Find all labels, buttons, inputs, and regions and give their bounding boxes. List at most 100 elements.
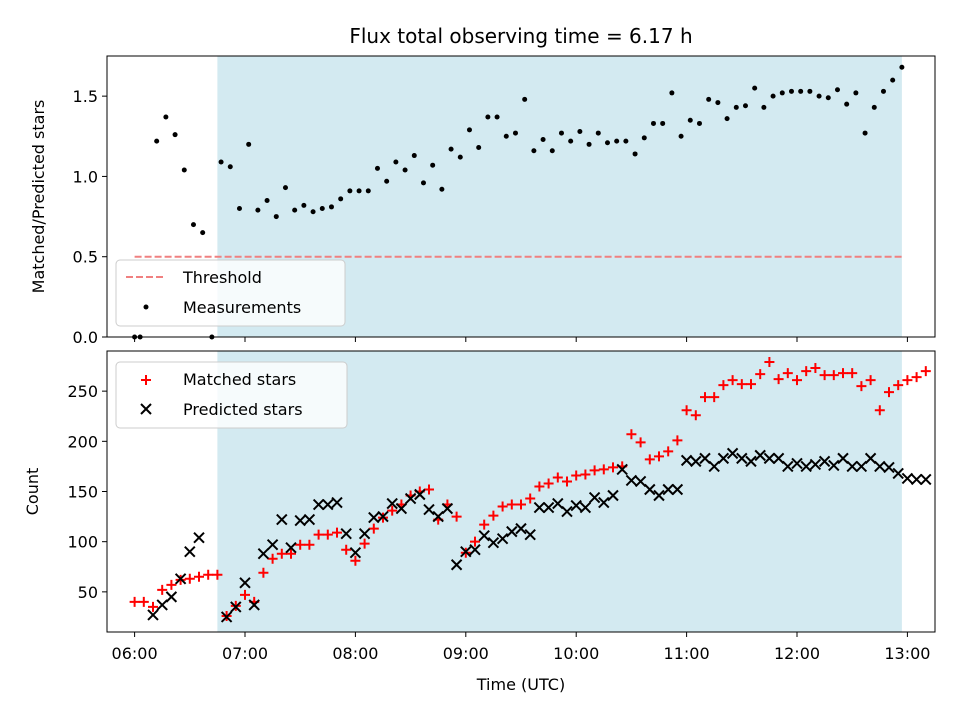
data-point <box>533 501 546 514</box>
data-point <box>800 460 812 473</box>
data-point <box>561 505 573 518</box>
data-point <box>764 357 775 368</box>
data-point <box>349 547 362 559</box>
data-point <box>282 185 288 191</box>
data-point <box>331 496 343 509</box>
data-point <box>623 138 629 144</box>
y-tick-label: 100 <box>67 533 98 552</box>
data-point <box>239 577 251 589</box>
data-point <box>818 455 831 468</box>
data-point <box>844 101 850 107</box>
data-point <box>571 470 582 481</box>
data-point <box>301 202 307 208</box>
data-point <box>715 100 721 106</box>
data-point <box>681 405 692 416</box>
data-point <box>773 374 784 385</box>
data-point <box>816 93 822 99</box>
x-tick-label: 09:00 <box>443 644 489 663</box>
data-point <box>439 186 445 192</box>
data-point <box>717 452 730 465</box>
data-point <box>708 460 720 473</box>
data-point <box>625 474 638 487</box>
data-point <box>374 165 380 171</box>
data-point <box>763 452 776 465</box>
y-tick-label: 0.5 <box>73 248 98 267</box>
x-tick-label: 07:00 <box>222 644 268 663</box>
data-point <box>393 159 399 165</box>
data-point <box>871 104 877 110</box>
data-point <box>512 130 518 136</box>
data-point <box>531 148 537 154</box>
data-point <box>193 531 205 544</box>
data-point <box>423 503 435 516</box>
data-point <box>899 64 905 70</box>
data-point <box>598 464 609 475</box>
data-point <box>632 151 638 157</box>
data-point <box>432 510 444 523</box>
data-point <box>258 567 269 578</box>
data-point <box>340 527 352 540</box>
data-point <box>672 435 683 446</box>
data-point <box>920 366 931 377</box>
data-point <box>883 461 895 474</box>
data-point <box>819 370 830 381</box>
data-point <box>460 546 472 558</box>
data-point <box>451 511 462 522</box>
data-point <box>920 473 932 486</box>
data-point <box>746 379 756 390</box>
data-point <box>788 88 794 94</box>
data-point <box>469 543 481 556</box>
data-point <box>203 569 214 580</box>
data-point <box>503 133 509 139</box>
data-point <box>172 132 178 138</box>
data-point <box>476 145 482 151</box>
data-point <box>884 387 894 398</box>
data-point <box>147 609 159 621</box>
data-point <box>549 148 555 154</box>
data-point <box>479 519 490 530</box>
y-tick-label: 0.0 <box>73 328 98 347</box>
data-point <box>516 499 526 510</box>
data-point <box>313 529 324 540</box>
data-point <box>798 88 804 94</box>
data-point <box>266 538 279 551</box>
data-point <box>570 499 582 512</box>
data-point <box>607 489 619 502</box>
legend-measurements-swatch <box>143 304 149 310</box>
data-point <box>303 513 316 526</box>
data-point <box>595 130 601 136</box>
data-point <box>726 447 739 460</box>
data-point <box>347 188 353 194</box>
y-tick-label: 1.0 <box>73 167 98 186</box>
data-point <box>902 375 913 386</box>
data-point <box>558 130 564 136</box>
x-axis-label: Time (UTC) <box>476 675 565 694</box>
data-point <box>893 380 904 391</box>
data-point <box>580 469 591 480</box>
data-point <box>286 548 296 559</box>
data-point <box>770 93 776 99</box>
top-y-axis-label: Matched/Predicted stars <box>29 100 48 294</box>
data-point <box>494 114 500 120</box>
data-point <box>522 96 528 102</box>
data-point <box>148 601 158 612</box>
data-point <box>157 584 168 595</box>
legend-measurements-label: Measurements <box>183 298 301 317</box>
data-point <box>552 472 563 483</box>
data-point <box>644 454 655 465</box>
data-point <box>736 452 748 465</box>
data-point <box>562 476 572 487</box>
data-point <box>220 611 233 623</box>
data-point <box>680 454 693 467</box>
data-point <box>579 501 592 514</box>
y-tick-label: 200 <box>67 432 98 451</box>
data-point <box>761 104 767 110</box>
data-point <box>294 514 306 527</box>
data-point <box>332 527 342 538</box>
data-point <box>181 167 187 173</box>
data-point <box>257 548 270 560</box>
data-point <box>864 452 877 465</box>
data-point <box>838 368 848 379</box>
data-point <box>356 188 362 194</box>
